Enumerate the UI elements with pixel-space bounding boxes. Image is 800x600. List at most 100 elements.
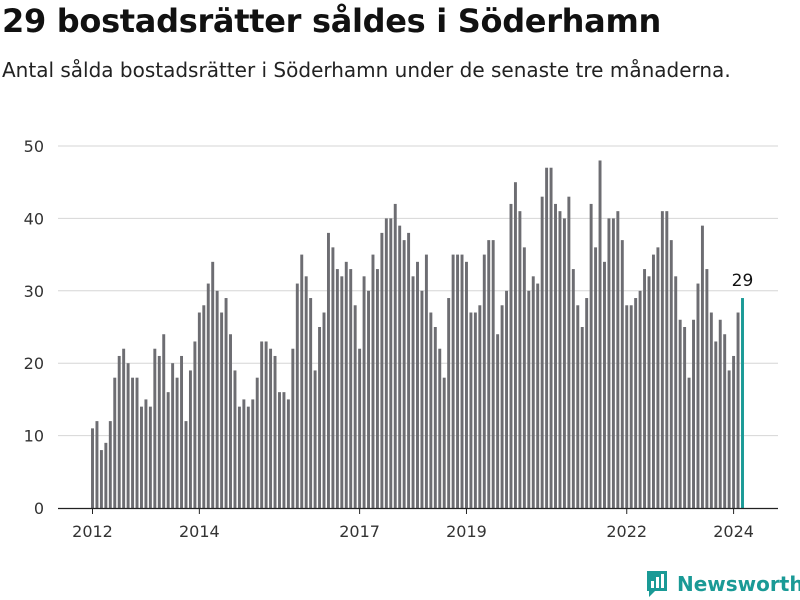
bar (220, 312, 224, 508)
bar (500, 305, 504, 508)
bar (478, 305, 482, 508)
bar (384, 218, 388, 508)
bar (473, 312, 477, 508)
x-tick-label: 2012 (72, 522, 113, 541)
bar (251, 399, 255, 508)
bar (647, 276, 651, 508)
bar (496, 334, 500, 508)
bar (291, 348, 295, 508)
bar (309, 298, 313, 508)
bar (300, 254, 304, 508)
axes: 0 10 20 30 40 50 2012 2014 2017 2019 2022 2024 29 (24, 137, 778, 541)
bar (424, 254, 428, 508)
bar (140, 406, 143, 508)
brand-logo: Newsworthy (645, 569, 800, 599)
bar (286, 399, 290, 508)
bar (322, 312, 326, 508)
bar (616, 211, 620, 508)
bar (696, 283, 700, 508)
bar (389, 218, 393, 508)
bar (420, 290, 424, 508)
newsworthy-logo-icon (647, 571, 667, 597)
bar (714, 341, 718, 508)
bar (91, 428, 94, 508)
bar (224, 298, 228, 508)
bar (171, 363, 175, 508)
bar (451, 254, 455, 508)
bar (362, 276, 366, 508)
bar (246, 406, 250, 508)
bar (135, 377, 139, 508)
bar (692, 319, 695, 508)
bar (678, 319, 682, 508)
bar (99, 450, 103, 508)
bar (313, 370, 317, 508)
bar (180, 355, 184, 508)
bar (269, 348, 273, 508)
x-tick-label: 2014 (179, 522, 220, 541)
bar (732, 355, 736, 508)
y-tick-label: 40 (24, 209, 44, 228)
bar (487, 240, 491, 508)
y-tick-label: 30 (24, 282, 44, 301)
bar (469, 312, 473, 508)
bar (184, 421, 188, 508)
bar (148, 406, 152, 508)
bar (233, 370, 237, 508)
bar (162, 334, 166, 508)
bar (509, 203, 513, 509)
bar (709, 312, 713, 508)
bar (264, 341, 268, 508)
bar (513, 182, 517, 508)
bar (718, 319, 722, 508)
bar (705, 269, 709, 508)
bar (255, 377, 259, 508)
bar (700, 225, 704, 508)
bar (505, 290, 509, 508)
bar (104, 442, 108, 508)
bar (393, 203, 397, 509)
bar (126, 363, 130, 508)
bar (402, 240, 406, 508)
bar (491, 240, 495, 508)
bar (460, 254, 464, 508)
bar (598, 160, 602, 509)
bar (594, 247, 598, 509)
bar (193, 341, 197, 508)
bar (687, 377, 691, 508)
bar (580, 327, 584, 508)
bar (607, 218, 611, 508)
bar (625, 305, 629, 508)
bar (674, 276, 678, 508)
bar (367, 290, 370, 508)
bar (175, 377, 179, 508)
bar (576, 305, 580, 508)
bar (242, 399, 246, 508)
bar (536, 283, 540, 508)
bar (447, 298, 451, 508)
bar (202, 305, 206, 508)
x-tick-label: 2017 (339, 522, 380, 541)
bar (518, 211, 522, 508)
bar (416, 261, 419, 508)
bar (260, 341, 264, 508)
bar (522, 247, 526, 509)
bar (665, 211, 669, 508)
chart-title: 29 bostadsrätter såldes i Söderhamn (2, 2, 661, 40)
bar (629, 305, 633, 508)
bar (108, 421, 112, 508)
bar (282, 392, 286, 508)
y-tick-label: 20 (24, 354, 44, 373)
bar (736, 312, 740, 508)
bar (620, 240, 624, 508)
bar (634, 298, 638, 508)
bar (122, 348, 126, 508)
bar (589, 203, 593, 509)
bar (295, 283, 299, 508)
bar (558, 211, 562, 508)
bar (531, 276, 535, 508)
bar (278, 392, 281, 508)
bar (656, 247, 660, 509)
bar (144, 399, 148, 508)
